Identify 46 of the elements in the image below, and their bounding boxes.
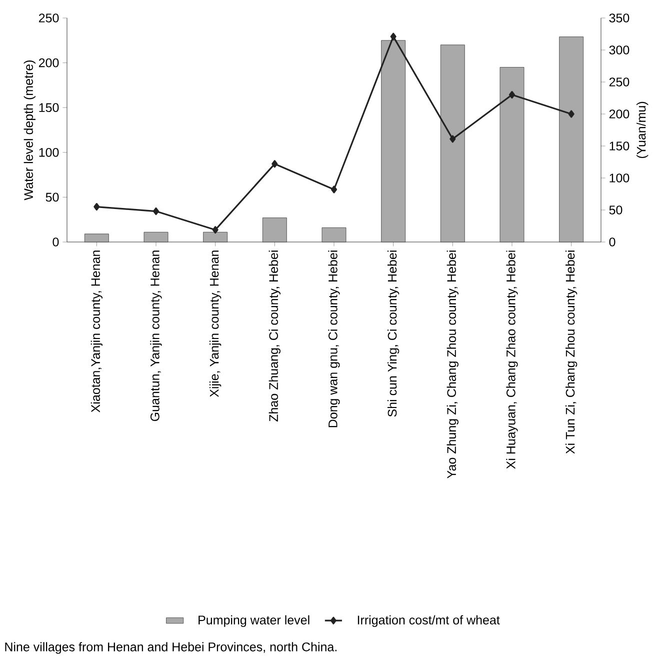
point	[568, 110, 574, 118]
x-tick-label: Dong wan gnu, Ci county, Hebei	[328, 250, 340, 428]
point	[450, 135, 456, 143]
point	[212, 226, 218, 234]
point	[330, 186, 338, 194]
bar	[262, 218, 287, 242]
x-tick-label: Xiaotan,Yanjin county, Henan	[90, 250, 102, 412]
bar	[322, 227, 346, 242]
y2-tick-label: 300	[609, 46, 630, 54]
y-tick-label: 0	[52, 238, 59, 246]
x-tick-label: Yao Zhung Zi, Chang Zhou county, Hebei	[446, 250, 458, 478]
x-tick-label: Shi cun Ying, Ci county, Hebei	[388, 250, 400, 417]
x-tick-label: Zhao Zhuang, Ci county, Hebei	[268, 250, 280, 422]
point	[152, 207, 160, 216]
x-tick-label: Guantun, Yanjin county, Henan	[150, 250, 162, 422]
legend-label: Pumping water level	[198, 615, 310, 627]
bar	[144, 232, 168, 242]
bar	[559, 36, 584, 242]
y2-tick-label: 50	[609, 206, 622, 214]
bar	[203, 232, 228, 242]
legend-label: Irrigation cost/mt of wheat	[358, 615, 500, 627]
bar	[84, 234, 109, 242]
bar	[500, 67, 524, 242]
y2-tick-label: 200	[609, 110, 630, 118]
x-tick-label: Xi Huayuan, Chang Zhao county, Hebei	[506, 250, 518, 469]
point	[272, 160, 278, 168]
y-tick-label: 200	[38, 58, 59, 68]
y2-axis-title: (Yuan/mu)	[636, 102, 648, 158]
y-axis-title: Water level depth (metre)	[24, 60, 36, 200]
point	[94, 202, 100, 211]
y-tick-label: 50	[46, 192, 59, 202]
point	[508, 90, 516, 99]
y-tick-label: 150	[39, 103, 59, 112]
y-tick-label: 250	[38, 14, 59, 22]
text: Nine villages from Henan and Hebei Provinces, north China.	[5, 642, 336, 654]
y2-tick-label: 100	[610, 174, 630, 182]
y2-tick-label: 250	[609, 78, 630, 86]
y2-tick-label: 150	[610, 142, 630, 150]
x-tick-label: Xi Tun Zi, Chang Zhou county, Hebei	[565, 250, 578, 454]
x-tick-label: Xijie, Yanjin county, Henan	[210, 250, 222, 398]
y-tick-label: 100	[39, 148, 59, 157]
y2-tick-label: 350	[609, 14, 630, 22]
bar	[381, 40, 406, 242]
point	[390, 32, 396, 40]
bar	[440, 44, 465, 242]
y2-tick-label: 0	[609, 238, 616, 246]
